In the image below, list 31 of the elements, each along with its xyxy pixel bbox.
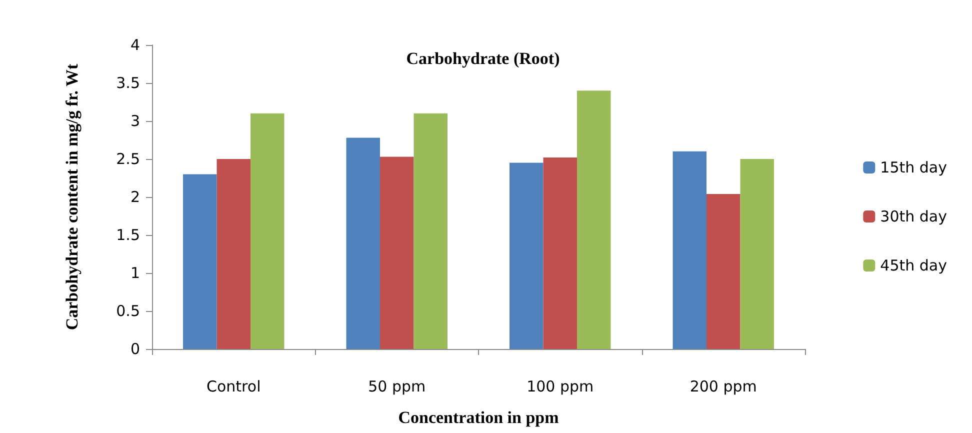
- y-tick-label: 3.5: [116, 74, 140, 92]
- bar: [706, 194, 740, 349]
- legend-label: 15th day: [880, 158, 948, 176]
- bar: [250, 113, 284, 349]
- y-axis-title: Carbohydrate content in mg/g fr. Wt: [62, 64, 82, 330]
- legend-label: 45th day: [880, 256, 948, 274]
- y-tick-label: 0: [130, 340, 140, 358]
- y-tick-label: 0.5: [116, 302, 140, 320]
- x-axis-title: Concentration in ppm: [398, 408, 559, 427]
- x-tick-label: 100 ppm: [526, 378, 594, 396]
- bar: [576, 90, 611, 349]
- bar: [510, 162, 544, 349]
- y-tick-label: 2.5: [116, 150, 140, 168]
- x-tick-label: 50 ppm: [368, 378, 426, 396]
- y-tick-label: 1: [130, 264, 140, 282]
- bar: [216, 159, 250, 349]
- bar: [740, 159, 774, 349]
- y-tick-label: 2: [130, 188, 140, 206]
- y-tick-label: 4: [130, 36, 140, 54]
- bar: [380, 156, 414, 349]
- chart-title: Carbohydrate (Root): [406, 49, 560, 68]
- y-tick-label: 1.5: [116, 226, 140, 244]
- y-tick-label: 3: [130, 112, 140, 130]
- bar: [672, 151, 707, 349]
- bar: [183, 174, 217, 349]
- x-tick-label: 200 ppm: [690, 378, 757, 396]
- bar: [543, 157, 577, 349]
- legend-label: 30th day: [880, 208, 948, 226]
- x-tick-label: Control: [206, 378, 261, 396]
- bar: [414, 113, 448, 349]
- bar: [346, 138, 380, 349]
